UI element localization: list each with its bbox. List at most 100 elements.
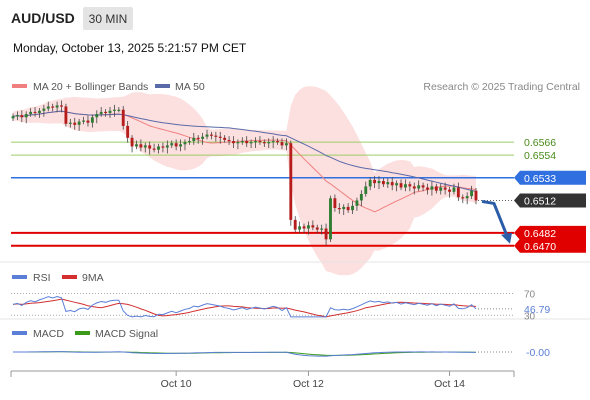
candle-body (165, 145, 169, 148)
candle-body (33, 111, 37, 114)
pivot-box (514, 170, 586, 185)
candle-body (395, 183, 399, 186)
candle-body (351, 205, 354, 211)
candle-body (232, 141, 235, 144)
candle-body (307, 225, 310, 229)
candle-body (73, 122, 77, 125)
candle-body (152, 148, 156, 150)
candle-body (99, 111, 103, 115)
candle-body (254, 141, 257, 143)
candle-body (320, 228, 324, 230)
ma50-legend-swatch (155, 84, 170, 88)
candle-body (126, 125, 130, 138)
candle-body (412, 186, 416, 189)
macd-last-label: -0.00 (526, 347, 550, 359)
macd-legend-swatch (12, 331, 27, 335)
candle-body (174, 143, 178, 147)
candle-body (201, 136, 205, 139)
candle-body (298, 226, 302, 230)
candle-body (82, 120, 85, 122)
x-axis-ticks: Oct 10 Oct 12 Oct 14 (10, 371, 515, 390)
candle-body (276, 141, 280, 143)
candle-body (311, 225, 315, 228)
candle-body (15, 115, 19, 117)
candle-body (104, 111, 108, 114)
candle-body (474, 190, 478, 201)
support-box (514, 225, 586, 240)
candle-body (461, 197, 465, 199)
candle-body (439, 187, 443, 191)
candle-body (302, 226, 306, 229)
candle-body (223, 137, 227, 140)
macd-panel: -0.00 (13, 347, 550, 359)
candle-body (359, 193, 363, 201)
candle-body (108, 110, 112, 113)
candle-body (38, 110, 41, 113)
candle-body (112, 109, 116, 111)
candle-body (135, 144, 138, 147)
candle-body (333, 198, 337, 208)
candle-body (240, 141, 244, 143)
candle-body (426, 187, 429, 190)
candle-body (205, 134, 209, 137)
candle-body (267, 142, 271, 144)
candle-body (179, 144, 182, 147)
candle-body (337, 208, 341, 210)
candle-body (465, 196, 469, 199)
candle-body (284, 143, 288, 146)
candle-body (46, 106, 50, 109)
candle-body (130, 137, 134, 147)
x-tick-label: Oct 14 (434, 378, 465, 390)
candle-body (421, 185, 425, 188)
ma50-line (12, 110, 477, 192)
candle-body (236, 142, 240, 144)
candle-body (470, 190, 474, 197)
macd-signal-legend-label: MACD Signal (95, 328, 158, 340)
rsi-last-label: 46.79 (524, 304, 550, 316)
support-box (514, 238, 586, 253)
rsi-ma-legend-swatch (62, 275, 77, 279)
candle-body (117, 109, 121, 111)
macd-signal-legend-swatch (75, 331, 90, 335)
candle-body (20, 115, 24, 118)
candle-body (448, 189, 451, 192)
resistance-label: 0.6554 (524, 150, 556, 162)
candle-body (227, 139, 231, 142)
last-price-box (514, 193, 586, 208)
resistance-label: 0.6566 (524, 137, 556, 149)
candle-body (355, 200, 359, 206)
candle-body (315, 227, 319, 230)
candle-body (408, 184, 412, 187)
candle-body (434, 186, 438, 191)
candle-body (262, 142, 266, 144)
timeframe-badge[interactable]: 30 MIN (83, 7, 133, 30)
ma50-legend-label: MA 50 (175, 81, 205, 93)
candle-body (68, 122, 72, 124)
candle-body (368, 179, 372, 187)
candle-body (377, 181, 381, 184)
rsi-ma-line (12, 298, 477, 318)
candle-body (373, 179, 377, 184)
x-tick-label: Oct 12 (293, 378, 324, 390)
candle-body (29, 111, 33, 115)
candle-body (86, 120, 90, 123)
candle-body (430, 186, 434, 190)
rsi-legend-label: RSI (33, 272, 51, 284)
candle-body (139, 144, 143, 148)
candle-body (249, 142, 253, 144)
rsi-tick-label: 70 (524, 289, 536, 300)
candle-body (456, 187, 460, 198)
candle-body (218, 136, 222, 138)
rsi-ma-legend-label: 9MA (82, 272, 104, 284)
candle-body (404, 184, 407, 188)
candle-body (51, 106, 55, 108)
candle-body (143, 145, 147, 148)
forecast-arrow (481, 199, 509, 237)
ma20-legend-label: MA 20 + Bollinger Bands (33, 81, 148, 93)
candle-body (192, 137, 196, 142)
support-label: 0.6470 (524, 241, 556, 253)
credit-label: Research © 2025 Trading Central (423, 81, 580, 93)
candle-body (386, 182, 390, 185)
candle-body (148, 145, 152, 149)
